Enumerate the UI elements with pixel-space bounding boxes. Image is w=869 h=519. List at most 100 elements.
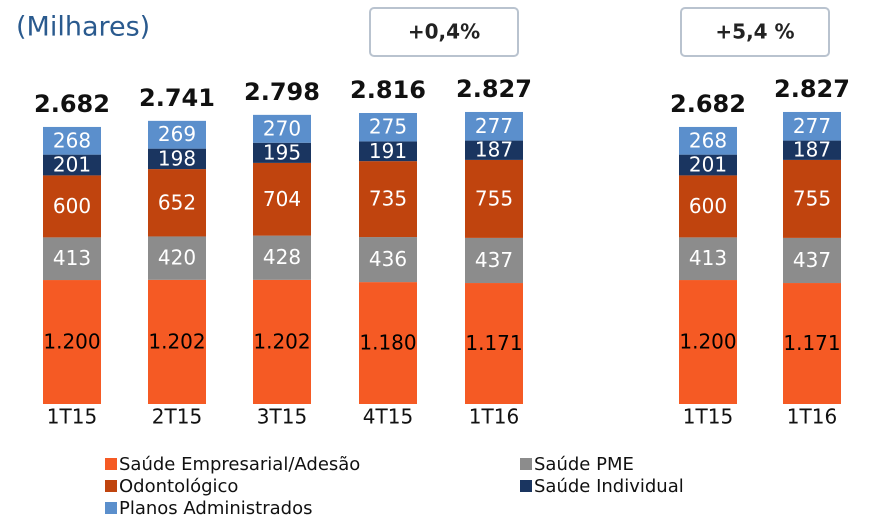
bar-segment xyxy=(359,237,417,283)
bar-segment xyxy=(783,237,841,284)
total-label: 2.741 xyxy=(139,84,215,112)
bar-segment xyxy=(465,111,523,141)
bar-segment xyxy=(679,280,737,404)
value-label: 420 xyxy=(158,246,196,270)
value-label: 600 xyxy=(689,194,727,218)
x-tick-label: 2T15 xyxy=(152,405,202,429)
legend-swatch xyxy=(520,480,532,492)
value-label: 437 xyxy=(793,248,831,272)
legend-label: Saúde Empresarial/Adesão xyxy=(119,454,360,475)
bar-segment xyxy=(43,280,101,404)
legend-swatch xyxy=(520,458,532,470)
bar-segment xyxy=(43,154,101,176)
value-label: 268 xyxy=(53,128,91,152)
value-label: 1.171 xyxy=(465,331,522,355)
value-label: 1.200 xyxy=(43,330,100,354)
bar-segment xyxy=(783,159,841,238)
value-label: 195 xyxy=(263,140,301,164)
bar-segment xyxy=(359,161,417,238)
value-label: 704 xyxy=(263,187,301,211)
bar-segment xyxy=(465,159,523,238)
value-label: 413 xyxy=(689,246,727,270)
x-tick-label: 1T15 xyxy=(683,405,733,429)
bar-segment xyxy=(148,236,206,280)
value-label: 268 xyxy=(689,128,727,152)
value-label: 187 xyxy=(793,138,831,162)
annotation-box xyxy=(369,7,519,57)
bar-segment xyxy=(359,141,417,162)
value-label: 755 xyxy=(475,186,513,210)
value-label: 201 xyxy=(689,153,727,177)
legend-label: Planos Administrados xyxy=(119,498,312,519)
annotation-box xyxy=(680,7,830,57)
bar-segment xyxy=(43,237,101,281)
value-label: 270 xyxy=(263,116,301,140)
value-label: 275 xyxy=(369,115,407,139)
value-label: 652 xyxy=(158,190,196,214)
bar-segment xyxy=(148,148,206,170)
bar-segment xyxy=(253,235,311,280)
value-label: 1.200 xyxy=(679,330,736,354)
value-label: 1.171 xyxy=(783,331,840,355)
legend-swatch xyxy=(105,458,117,470)
x-tick-label: 4T15 xyxy=(363,405,413,429)
total-label: 2.682 xyxy=(34,90,110,118)
value-label: 198 xyxy=(158,146,196,170)
bar-segment xyxy=(148,169,206,237)
bar-segment xyxy=(359,113,417,142)
value-label: 755 xyxy=(793,186,831,210)
total-label: 2.798 xyxy=(244,78,320,106)
value-label: 413 xyxy=(53,246,91,270)
value-label: 201 xyxy=(53,153,91,177)
x-tick-label: 1T16 xyxy=(469,405,519,429)
value-label: 437 xyxy=(475,248,513,272)
value-label: 428 xyxy=(263,245,301,269)
value-label: 600 xyxy=(53,194,91,218)
bar-segment xyxy=(465,237,523,284)
x-tick-label: 1T15 xyxy=(47,405,97,429)
total-label: 2.816 xyxy=(350,76,426,104)
x-tick-label: 3T15 xyxy=(257,405,307,429)
value-label: 436 xyxy=(369,247,407,271)
bar-segment xyxy=(783,140,841,160)
bar-segment xyxy=(253,279,311,404)
total-label: 2.682 xyxy=(670,90,746,118)
value-label: 1.202 xyxy=(148,329,205,353)
legend-label: Saúde Individual xyxy=(534,476,684,497)
value-label: 277 xyxy=(793,114,831,138)
bar-segment xyxy=(679,175,737,238)
value-label: 1.180 xyxy=(359,331,416,355)
total-label: 2.827 xyxy=(774,75,850,103)
bar-segment xyxy=(783,283,841,404)
total-label: 2.827 xyxy=(456,75,532,103)
bar-segment xyxy=(253,114,311,143)
bar-segment xyxy=(43,175,101,238)
legend-label: Odontológico xyxy=(119,476,238,497)
value-label: 187 xyxy=(475,138,513,162)
bar-segment xyxy=(253,142,311,163)
bar-segment xyxy=(359,282,417,404)
value-label: 1.202 xyxy=(253,329,310,353)
legend-label: Saúde PME xyxy=(534,454,634,475)
value-label: 277 xyxy=(475,114,513,138)
bar-segment xyxy=(253,162,311,236)
x-tick-label: 1T16 xyxy=(787,405,837,429)
bar-segment xyxy=(679,237,737,281)
annotation: +5,4 % xyxy=(715,20,794,44)
legend-swatch xyxy=(105,480,117,492)
bar-segment xyxy=(148,279,206,404)
value-label: 735 xyxy=(369,187,407,211)
annotation: +0,4% xyxy=(408,20,480,44)
bar-segment xyxy=(465,140,523,160)
chart-title: (Milhares) xyxy=(16,12,150,43)
legend-swatch xyxy=(105,502,117,514)
bar-segment xyxy=(148,120,206,149)
bar-segment xyxy=(679,126,737,155)
bar-segment xyxy=(43,126,101,155)
bar-segment xyxy=(783,111,841,141)
value-label: 191 xyxy=(369,139,407,163)
bar-segment xyxy=(679,154,737,176)
value-label: 269 xyxy=(158,122,196,146)
bar-segment xyxy=(465,283,523,404)
